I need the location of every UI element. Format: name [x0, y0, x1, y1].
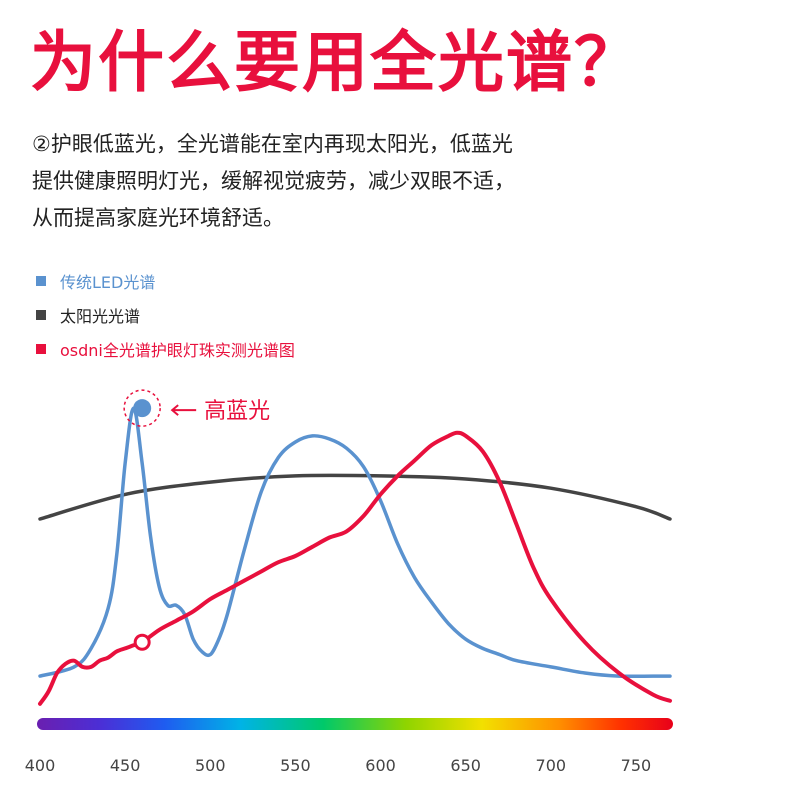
description-line-3: 从而提高家庭光环境舒适。 [32, 206, 284, 230]
spectrum-bar [37, 718, 673, 730]
legend-swatch-sun [36, 310, 46, 320]
x-tick-label: 550 [280, 756, 311, 775]
led-peak-marker [133, 399, 152, 418]
osdni-blue-marker [133, 633, 151, 651]
description: ②护眼低蓝光，全光谱能在室内再现太阳光，低蓝光 提供健康照明灯光，缓解视觉疲劳，… [32, 126, 772, 237]
x-tick-label: 500 [195, 756, 226, 775]
x-tick-label: 700 [536, 756, 567, 775]
x-tick-label: 400 [25, 756, 56, 775]
legend-item-osdni: osdni全光谱护眼灯珠实测光谱图 [36, 332, 295, 366]
annotations: 高蓝光 [123, 389, 270, 651]
legend-swatch-led [36, 276, 46, 286]
legend-label-led: 传统LED光谱 [60, 273, 156, 292]
legend-item-sun: 太阳光光谱 [36, 298, 295, 332]
description-line-2: 提供健康照明灯光，缓解视觉疲劳，减少双眼不适， [32, 169, 515, 193]
legend-label-sun: 太阳光光谱 [60, 307, 141, 326]
page-title: 为什么要用全光谱？ [30, 24, 642, 101]
peak-highlight-ring [123, 389, 161, 427]
legend-item-led: 传统LED光谱 [36, 264, 295, 298]
arrow-left-icon [170, 404, 197, 416]
x-tick-label: 650 [450, 756, 481, 775]
high-blue-light-label: 高蓝光 [204, 399, 270, 424]
chart-legend: 传统LED光谱 太阳光光谱 osdni全光谱护眼灯珠实测光谱图 [36, 264, 295, 366]
series-line-led [38, 406, 672, 679]
legend-label-osdni: osdni全光谱护眼灯珠实测光谱图 [60, 341, 295, 360]
plot-area [38, 406, 672, 706]
description-line-1: ②护眼低蓝光，全光谱能在室内再现太阳光，低蓝光 [32, 132, 513, 156]
x-axis-ticks: 400 450 500 550 600 650 700 750 [25, 756, 651, 775]
series-line-sun [38, 473, 672, 521]
legend-swatch-osdni [36, 344, 46, 354]
x-tick-label: 600 [365, 756, 396, 775]
series-line-osdni [38, 430, 672, 706]
x-tick-label: 750 [621, 756, 652, 775]
x-tick-label: 450 [110, 756, 141, 775]
